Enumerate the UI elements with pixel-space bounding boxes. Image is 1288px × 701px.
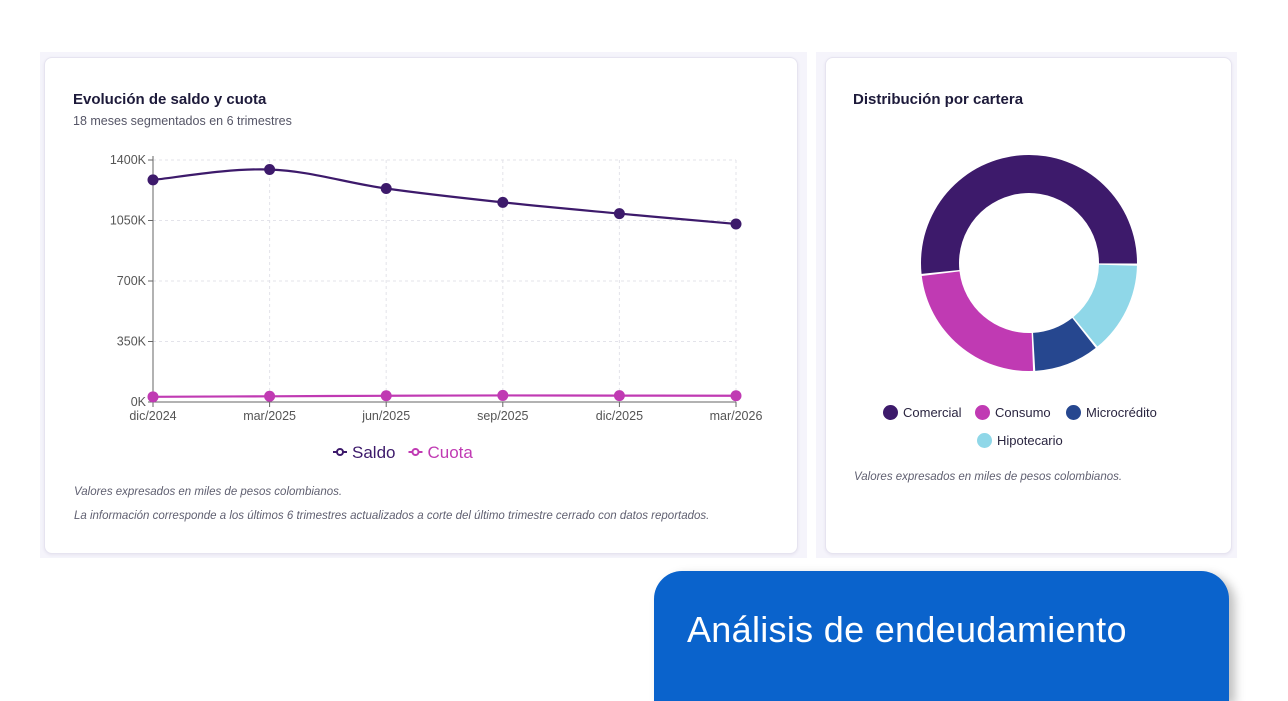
data-point-cuota[interactable] — [264, 390, 276, 402]
legend-item-consumo[interactable]: Consumo — [975, 405, 1051, 420]
line-chart: 0K 350K 700K 1050K 1400K dic/2024 mar/2025 jun/… — [110, 153, 763, 462]
legend-label: Saldo — [352, 443, 395, 462]
legend-dot — [977, 433, 992, 448]
balance-evolution-card: Evolución de saldo y cuota 18 meses segm… — [44, 57, 798, 554]
x-tick-label: dic/2025 — [596, 409, 643, 423]
data-point-cuota[interactable] — [147, 391, 159, 403]
legend-dot — [883, 405, 898, 420]
legend-label: Microcrédito — [1086, 405, 1157, 420]
y-tick-label: 350K — [117, 335, 147, 349]
x-tick-label: mar/2026 — [710, 409, 763, 423]
portfolio-distribution-card: Distribución por cartera Comercial Consum… — [825, 57, 1232, 554]
data-point-saldo[interactable] — [264, 164, 276, 176]
legend-label: Consumo — [995, 405, 1051, 420]
series-line-saldo — [152, 168, 737, 226]
donut-slice-consumo[interactable] — [921, 271, 1034, 371]
x-tick-label: mar/2025 — [243, 409, 296, 423]
data-point-saldo[interactable] — [730, 218, 742, 230]
data-point-saldo[interactable] — [380, 183, 392, 195]
debt-analysis-button[interactable]: Análisis de endeudamiento — [654, 571, 1229, 701]
note-units: Valores expresados en miles de pesos col… — [74, 486, 343, 498]
donut-slice-comercial[interactable] — [921, 155, 1137, 274]
legend-label: Hipotecario — [997, 433, 1063, 448]
card-subtitle: 18 meses segmentados en 6 trimestres — [73, 114, 292, 128]
debt-analysis-button-label: Análisis de endeudamiento — [687, 609, 1127, 650]
legend-label: Cuota — [427, 443, 473, 462]
y-tick-label: 0K — [131, 395, 147, 409]
x-tick-label: sep/2025 — [477, 409, 528, 423]
legend-label: Comercial — [903, 405, 962, 420]
data-point-saldo[interactable] — [497, 196, 509, 208]
data-point-cuota[interactable] — [613, 390, 625, 402]
legend-item-microcrédito[interactable]: Microcrédito — [1066, 405, 1157, 420]
y-tick-label: 1050K — [110, 214, 147, 228]
note-units: Valores expresados en miles de pesos col… — [854, 471, 1123, 483]
legend-marker — [411, 448, 420, 456]
data-point-saldo[interactable] — [147, 174, 159, 186]
note-period: La información corresponde a los últimos… — [74, 510, 710, 522]
series-line-cuota — [152, 394, 737, 398]
donut-slice-hipotecario[interactable] — [1073, 264, 1137, 347]
legend-marker — [336, 448, 344, 456]
x-tick-label: jun/2025 — [361, 409, 410, 423]
card-title: Evolución de saldo y cuota — [73, 91, 267, 108]
data-point-cuota[interactable] — [380, 390, 392, 402]
data-point-cuota[interactable] — [730, 390, 742, 402]
legend-item-cuota[interactable]: Cuota — [408, 443, 473, 462]
legend-item-hipotecario[interactable]: Hipotecario — [977, 433, 1063, 448]
y-tick-label: 700K — [117, 274, 147, 288]
donut-slice-microcrédito[interactable] — [1033, 318, 1096, 371]
data-point-cuota[interactable] — [497, 389, 509, 401]
legend-dot — [975, 405, 990, 420]
legend-dot — [1066, 405, 1081, 420]
card-title: Distribución por cartera — [853, 91, 1024, 108]
x-tick-label: dic/2024 — [129, 409, 176, 423]
data-point-saldo[interactable] — [613, 208, 625, 220]
donut-chart — [921, 155, 1137, 371]
y-tick-label: 1400K — [110, 153, 147, 167]
legend-item-saldo[interactable]: Saldo — [333, 443, 395, 462]
legend-item-comercial[interactable]: Comercial — [883, 405, 962, 420]
